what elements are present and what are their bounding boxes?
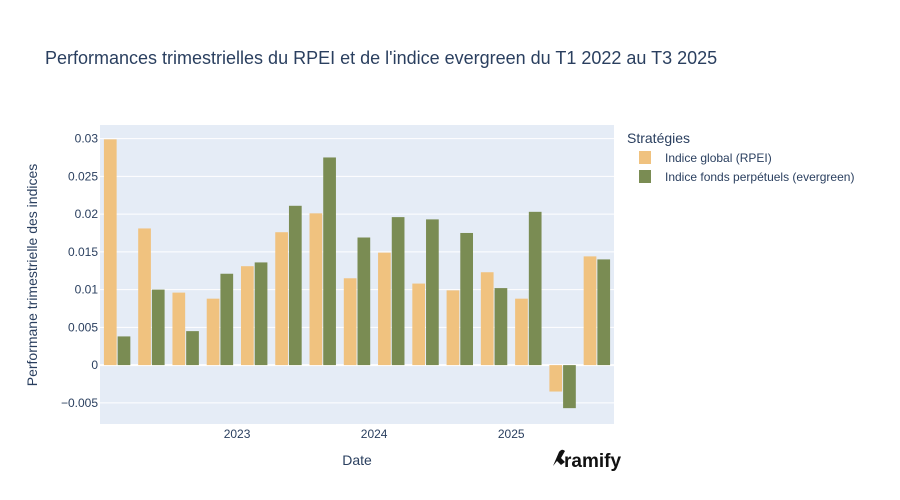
- bar-rpei-4[interactable]: [240, 266, 254, 366]
- y-axis-title: Performane trimestrielle des indices: [24, 164, 40, 387]
- bar-evergreen-1[interactable]: [151, 289, 165, 366]
- y-tick-label: 0.025: [68, 169, 98, 183]
- bar-rpei-6[interactable]: [309, 213, 323, 366]
- bar-rpei-11[interactable]: [480, 272, 494, 366]
- y-tick-label: −0.005: [61, 396, 98, 410]
- legend-swatch-evergreen: [639, 170, 651, 183]
- bar-evergreen-11[interactable]: [494, 288, 508, 366]
- x-axis-title: Date: [342, 452, 372, 468]
- bar-evergreen-0[interactable]: [117, 336, 131, 366]
- bar-evergreen-4[interactable]: [254, 262, 268, 366]
- x-axis-ticks: 2023 2024 2025: [224, 427, 525, 441]
- bar-evergreen-2[interactable]: [186, 331, 199, 366]
- bar-evergreen-5[interactable]: [288, 205, 302, 366]
- plot-area: [100, 125, 614, 424]
- bar-rpei-13[interactable]: [549, 365, 563, 392]
- legend-label-evergreen: Indice fonds perpétuels (evergreen): [665, 170, 854, 184]
- bar-rpei-5[interactable]: [275, 232, 288, 366]
- y-tick-label: 0: [91, 358, 98, 372]
- chart-title: Performances trimestrielles du RPEI et d…: [45, 48, 717, 68]
- bar-rpei-3[interactable]: [206, 298, 220, 366]
- bar-rpei-1[interactable]: [138, 228, 151, 366]
- bar-rpei-8[interactable]: [378, 252, 391, 366]
- ramify-logo: ramify: [553, 449, 621, 472]
- bar-rpei-7[interactable]: [343, 278, 357, 366]
- bar-evergreen-9[interactable]: [426, 219, 439, 366]
- y-tick-label: 0.005: [68, 320, 98, 334]
- bar-rpei-0[interactable]: [103, 139, 117, 366]
- bar-evergreen-13[interactable]: [563, 365, 576, 409]
- legend-swatch-rpei: [639, 151, 651, 164]
- bar-rpei-9[interactable]: [412, 283, 426, 366]
- x-tick-label: 2025: [498, 427, 525, 441]
- bar-evergreen-12[interactable]: [528, 211, 542, 366]
- x-tick-label: 2024: [361, 427, 388, 441]
- y-tick-label: 0.03: [75, 132, 99, 146]
- bar-rpei-12[interactable]: [515, 298, 528, 366]
- bar-evergreen-3[interactable]: [220, 273, 234, 366]
- bar-evergreen-7[interactable]: [357, 237, 371, 366]
- bar-evergreen-6[interactable]: [323, 157, 336, 366]
- bar-evergreen-10[interactable]: [460, 232, 474, 366]
- y-tick-label: 0.015: [68, 245, 98, 259]
- legend-item-rpei[interactable]: Indice global (RPEI): [639, 151, 772, 165]
- legend-title: Stratégies: [627, 130, 690, 146]
- legend-label-rpei: Indice global (RPEI): [665, 151, 772, 165]
- legend[interactable]: Stratégies Indice global (RPEI) Indice f…: [627, 130, 854, 184]
- x-tick-label: 2023: [224, 427, 251, 441]
- grid-lines: [100, 138, 614, 404]
- legend-item-evergreen[interactable]: Indice fonds perpétuels (evergreen): [639, 170, 854, 184]
- y-tick-label: 0.01: [75, 283, 99, 297]
- logo-text: ramify: [564, 451, 621, 472]
- bar-evergreen-8[interactable]: [391, 217, 405, 366]
- bar-evergreen-14[interactable]: [597, 259, 611, 366]
- y-tick-label: 0.02: [75, 207, 99, 221]
- bar-rpei-10[interactable]: [446, 290, 460, 366]
- y-axis-ticks: 0.03 0.025 0.02 0.015 0.01 0.005 0 −0.005: [61, 132, 98, 410]
- rocket-icon: [553, 449, 565, 466]
- bars: [103, 139, 611, 409]
- bar-rpei-2[interactable]: [172, 292, 186, 366]
- bar-rpei-14[interactable]: [583, 256, 597, 366]
